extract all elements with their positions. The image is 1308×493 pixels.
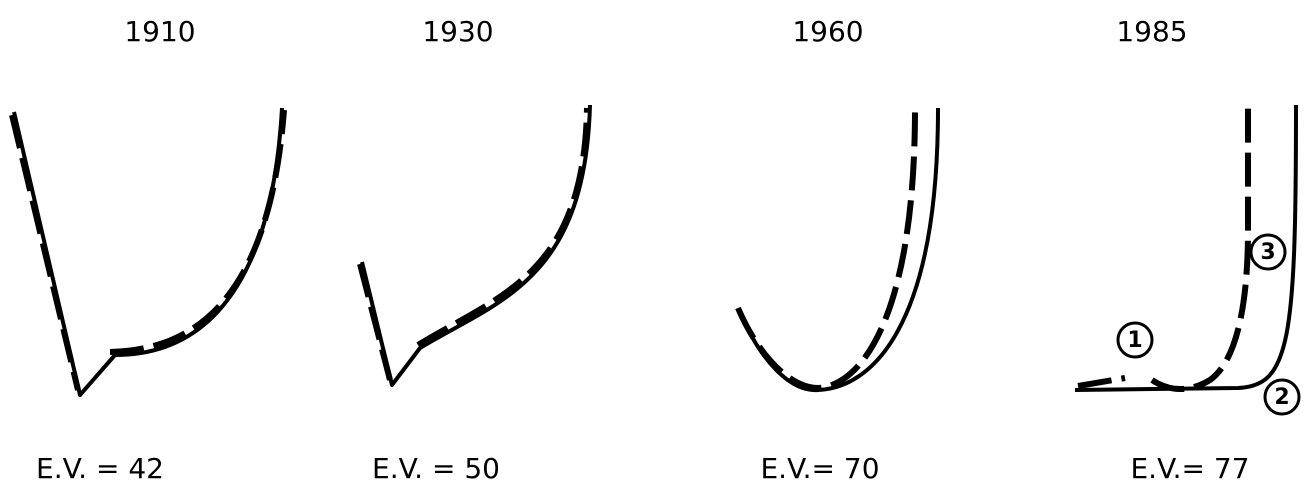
ev-label: E.V.= 77: [1130, 452, 1249, 485]
year: 1910: [124, 15, 195, 48]
year: 1930: [422, 15, 493, 48]
marker: 2: [1274, 385, 1289, 410]
year: 1985: [1116, 15, 1187, 48]
ev-label: E.V. = 42: [36, 452, 164, 485]
curves-1930: [357, 104, 592, 387]
curves-1910: [9, 107, 287, 397]
curves-1960: [735, 107, 940, 393]
marker: 3: [1260, 240, 1275, 265]
ev-label: E.V.= 70: [760, 452, 879, 485]
year: 1960: [792, 15, 863, 48]
ev-label: E.V. = 50: [372, 452, 500, 485]
curves-1985: [1074, 104, 1301, 416]
marker: 1: [1127, 328, 1142, 353]
